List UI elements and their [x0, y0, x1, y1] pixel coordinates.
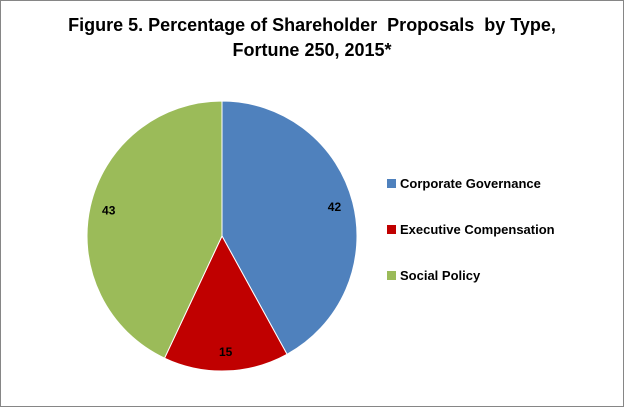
pie-slice-corporate-governance: [221, 100, 358, 355]
pie-slice-executive-compensation: [163, 234, 288, 372]
data-label: 43: [102, 204, 116, 218]
chart-title-line-1: Figure 5. Percentage of Shareholder Prop…: [68, 15, 556, 35]
legend-swatch: [387, 178, 396, 188]
chart-title-line-2: Fortune 250, 2015*: [232, 40, 392, 60]
legend-label: Executive Compensation: [400, 221, 555, 237]
pie-slice-social-policy: [86, 100, 223, 359]
data-label: 15: [219, 345, 233, 359]
legend-item-executive-compensation: Executive Compensation: [387, 219, 555, 239]
chart-title: Figure 5. Percentage of Shareholder Prop…: [1, 13, 623, 63]
legend-item-social-policy: Social Policy: [387, 265, 555, 285]
legend-item-corporate-governance: Corporate Governance: [387, 173, 555, 193]
legend-swatch: [387, 270, 396, 280]
data-label: 42: [328, 200, 342, 214]
legend-label: Social Policy: [400, 267, 481, 283]
legend-label: Corporate Governance: [400, 175, 541, 191]
legend-swatch: [387, 224, 396, 234]
legend: Corporate Governance Executive Compensat…: [387, 173, 555, 311]
